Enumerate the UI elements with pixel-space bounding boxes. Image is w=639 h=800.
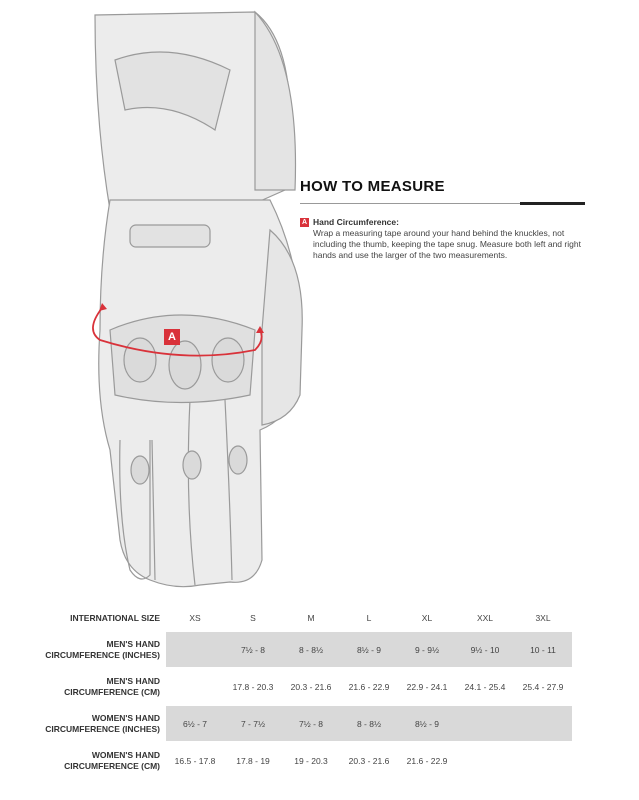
table-cell: 24.1 - 25.4 [464,681,506,692]
measure-badge: A [300,218,309,227]
table-cell: 20.3 - 21.6 [290,681,332,692]
size-header: XS [189,613,201,623]
table-row: WOMEN'S HAND CIRCUMFERENCE (CM) 16.5 - 17.… [20,743,572,778]
row-label-line: CIRCUMFERENCE (INCHES) [45,723,160,734]
divider [300,203,585,204]
size-header: M [307,613,315,623]
table-header-row: INTERNATIONAL SIZE XS S M L XL XXL 3XL [20,606,572,630]
measure-point-badge: A [164,329,180,345]
row-label: MEN'S HAND CIRCUMFERENCE (CM) [20,669,166,704]
table-cell: 17.8 - 19 [236,755,270,766]
table-cell: 6½ - 7 [166,706,224,741]
glove-cuff-logo [114,51,231,131]
header-label: INTERNATIONAL SIZE [70,612,160,623]
glove-illustration [92,10,303,588]
table-cell: 21.6 - 22.9 [348,681,390,692]
size-header: XL [421,613,433,623]
glove-finger-1 [119,439,151,580]
measure-title: Hand Circumference: [313,217,399,227]
table-cell: 7½ - 8 [282,706,340,741]
row-label-line: CIRCUMFERENCE (INCHES) [45,649,160,660]
table-cell: 17.8 - 20.3 [232,681,274,692]
size-header: L [366,613,372,623]
size-header: S [250,613,256,623]
table-cell [456,706,514,741]
table-cell [166,669,224,704]
table-cell: 8 - 8½ [282,632,340,667]
measure-tape-line [92,307,263,357]
table-cell [514,706,572,741]
table-cell: 21.6 - 22.9 [406,755,448,766]
table-cell: 9½ - 10 [456,632,514,667]
table-cell [166,632,224,667]
table-cell: 19 - 20.3 [294,755,328,766]
table-cell: 25.4 - 27.9 [522,681,564,692]
table-cell [456,743,514,778]
table-cell [514,743,572,778]
table-cell: 8 - 8½ [340,706,398,741]
glove-finger-3 [187,399,196,586]
row-label: WOMEN'S HAND CIRCUMFERENCE (INCHES) [20,706,166,741]
glove-logo-patch [129,224,211,248]
table-cell: 20.3 - 21.6 [348,755,390,766]
glove-finger-2 [151,439,156,581]
size-chart-table: INTERNATIONAL SIZE XS S M L XL XXL 3XL M… [20,604,572,780]
row-label-line: MEN'S HAND [106,675,161,686]
table-row: MEN'S HAND CIRCUMFERENCE (CM) 17.8 - 20.3 2… [20,669,572,704]
row-label-line: CIRCUMFERENCE (CM) [64,686,160,697]
glove-cuff-strap [254,10,297,191]
size-header: 3XL [535,613,551,623]
size-header: XXL [476,613,494,623]
table-cell: 7 - 7½ [224,706,282,741]
table-cell: 8½ - 9 [340,632,398,667]
table-cell: 16.5 - 17.8 [174,755,216,766]
glove-finger-4 [224,399,233,581]
table-cell: 9 - 9½ [398,632,456,667]
measure-description: Wrap a measuring tape around your hand b… [313,228,581,260]
table-row: WOMEN'S HAND CIRCUMFERENCE (INCHES) 6½ - 7… [20,706,572,741]
row-label-line: WOMEN'S HAND [91,712,160,723]
divider-accent [520,202,585,205]
tape-arrow-left [99,303,107,311]
table-cell: 22.9 - 24.1 [406,681,448,692]
table-cell: 8½ - 9 [398,706,456,741]
glove-thumb [261,228,303,426]
tape-arrow-right [256,326,264,333]
table-cell: 7½ - 8 [224,632,282,667]
table-cell: 10 - 11 [514,632,572,667]
row-label-line: CIRCUMFERENCE (CM) [64,760,160,771]
row-label: MEN'S HAND CIRCUMFERENCE (INCHES) [20,632,166,667]
row-label: WOMEN'S HAND CIRCUMFERENCE (CM) [20,743,166,778]
row-label-line: MEN'S HAND [106,638,161,649]
page-title: HOW TO MEASURE [300,178,445,195]
row-label-line: WOMEN'S HAND [91,749,160,760]
